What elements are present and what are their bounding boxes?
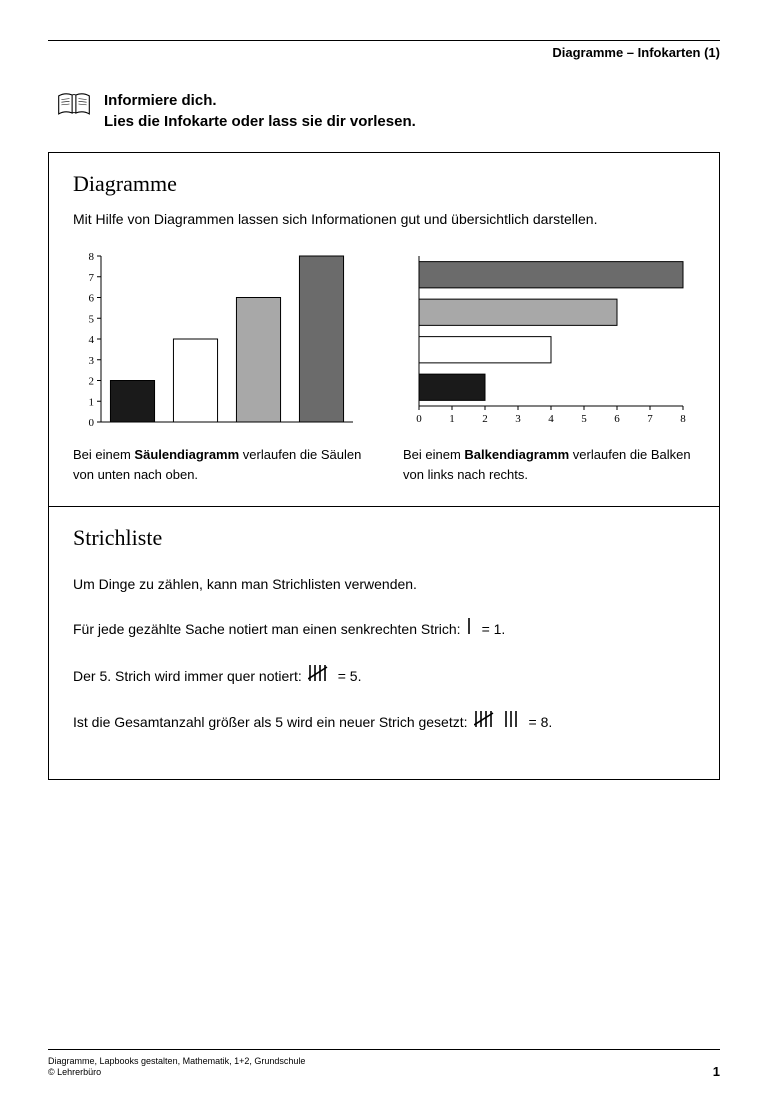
strich-line-1: Um Dinge zu zählen, kann man Strichliste… bbox=[73, 573, 695, 595]
svg-text:8: 8 bbox=[89, 251, 95, 263]
tally-5 bbox=[308, 664, 332, 688]
column-chart: 0 1 2 3 4 5 6 7 8 bbox=[73, 248, 365, 428]
footer-text: Diagramme, Lapbooks gestalten, Mathemati… bbox=[48, 1056, 305, 1079]
strich-2-pre: Für jede gezählte Sache notiert man eine… bbox=[73, 618, 461, 640]
header-rule bbox=[48, 40, 720, 41]
bar-cap-bold: Balkendiagramm bbox=[464, 447, 569, 462]
column-chart-caption: Bei einem Säulendiagramm verlaufen die S… bbox=[73, 445, 365, 484]
footer-line1: Diagramme, Lapbooks gestalten, Mathemati… bbox=[48, 1056, 305, 1068]
book-icon bbox=[56, 90, 92, 123]
strich-line-4: Ist die Gesamtanzahl größer als 5 wird e… bbox=[73, 710, 695, 734]
strich-line-3: Der 5. Strich wird immer quer notiert: =… bbox=[73, 664, 695, 688]
tally-8 bbox=[474, 710, 523, 734]
column-chart-block: 0 1 2 3 4 5 6 7 8 Bei einem Säulendiagramm verla… bbox=[73, 248, 365, 484]
strich-3-pre: Der 5. Strich wird immer quer notiert: bbox=[73, 665, 302, 687]
svg-text:1: 1 bbox=[89, 396, 95, 408]
footer-rule bbox=[48, 1049, 720, 1050]
strich-4-pre: Ist die Gesamtanzahl größer als 5 wird e… bbox=[73, 711, 468, 733]
svg-text:5: 5 bbox=[89, 313, 95, 325]
strich-2-post: = 1. bbox=[482, 618, 506, 640]
intro-block: Informiere dich. Lies die Infokarte oder… bbox=[48, 90, 720, 132]
strich-4-post: = 8. bbox=[529, 711, 553, 733]
strichliste-body: Um Dinge zu zählen, kann man Strichliste… bbox=[73, 563, 695, 735]
strich-1-text: Um Dinge zu zählen, kann man Strichliste… bbox=[73, 573, 417, 595]
svg-text:7: 7 bbox=[89, 272, 95, 284]
svg-text:1: 1 bbox=[449, 413, 455, 425]
col-cap-pre: Bei einem bbox=[73, 447, 134, 462]
card-diagramme: Diagramme Mit Hilfe von Diagrammen lasse… bbox=[48, 152, 720, 507]
col-cap-bold: Säulendiagramm bbox=[134, 447, 239, 462]
tally-1 bbox=[467, 617, 476, 641]
footer: Diagramme, Lapbooks gestalten, Mathemati… bbox=[48, 1049, 720, 1079]
strich-line-2: Für jede gezählte Sache notiert man eine… bbox=[73, 617, 695, 641]
svg-text:5: 5 bbox=[581, 413, 587, 425]
svg-text:7: 7 bbox=[647, 413, 653, 425]
page-number: 1 bbox=[713, 1064, 720, 1079]
footer-line2: © Lehrerbüro bbox=[48, 1067, 305, 1079]
svg-text:0: 0 bbox=[416, 413, 422, 425]
svg-text:4: 4 bbox=[89, 334, 95, 346]
svg-text:0: 0 bbox=[89, 417, 95, 428]
svg-text:2: 2 bbox=[89, 376, 95, 388]
card-strichliste-title: Strichliste bbox=[73, 525, 695, 551]
svg-text:6: 6 bbox=[614, 413, 620, 425]
strich-3-post: = 5. bbox=[338, 665, 362, 687]
bar-cap-pre: Bei einem bbox=[403, 447, 464, 462]
svg-text:3: 3 bbox=[515, 413, 521, 425]
intro-line2: Lies die Infokarte oder lass sie dir vor… bbox=[104, 111, 416, 132]
header-title: Diagramme – Infokarten (1) bbox=[48, 45, 720, 60]
intro-line1: Informiere dich. bbox=[104, 90, 416, 111]
card-strichliste: Strichliste Um Dinge zu zählen, kann man… bbox=[48, 507, 720, 780]
svg-text:8: 8 bbox=[680, 413, 686, 425]
footer-row: Diagramme, Lapbooks gestalten, Mathemati… bbox=[48, 1056, 720, 1079]
intro-text: Informiere dich. Lies die Infokarte oder… bbox=[104, 90, 416, 132]
card-diagramme-desc: Mit Hilfe von Diagrammen lassen sich Inf… bbox=[73, 209, 695, 230]
charts-row: 0 1 2 3 4 5 6 7 8 Bei einem Säulendiagramm verla… bbox=[73, 248, 695, 484]
svg-text:2: 2 bbox=[482, 413, 488, 425]
card-diagramme-title: Diagramme bbox=[73, 171, 695, 197]
bar-chart-caption: Bei einem Balkendiagramm verlaufen die B… bbox=[403, 445, 695, 484]
svg-text:6: 6 bbox=[89, 293, 95, 305]
bar-chart-block: 0 1 2 3 4 5 6 7 8 Bei einem Balkendiagramm verla… bbox=[403, 248, 695, 484]
svg-text:4: 4 bbox=[548, 413, 554, 425]
bar-chart: 0 1 2 3 4 5 6 7 8 bbox=[403, 248, 695, 428]
svg-text:3: 3 bbox=[89, 355, 95, 367]
